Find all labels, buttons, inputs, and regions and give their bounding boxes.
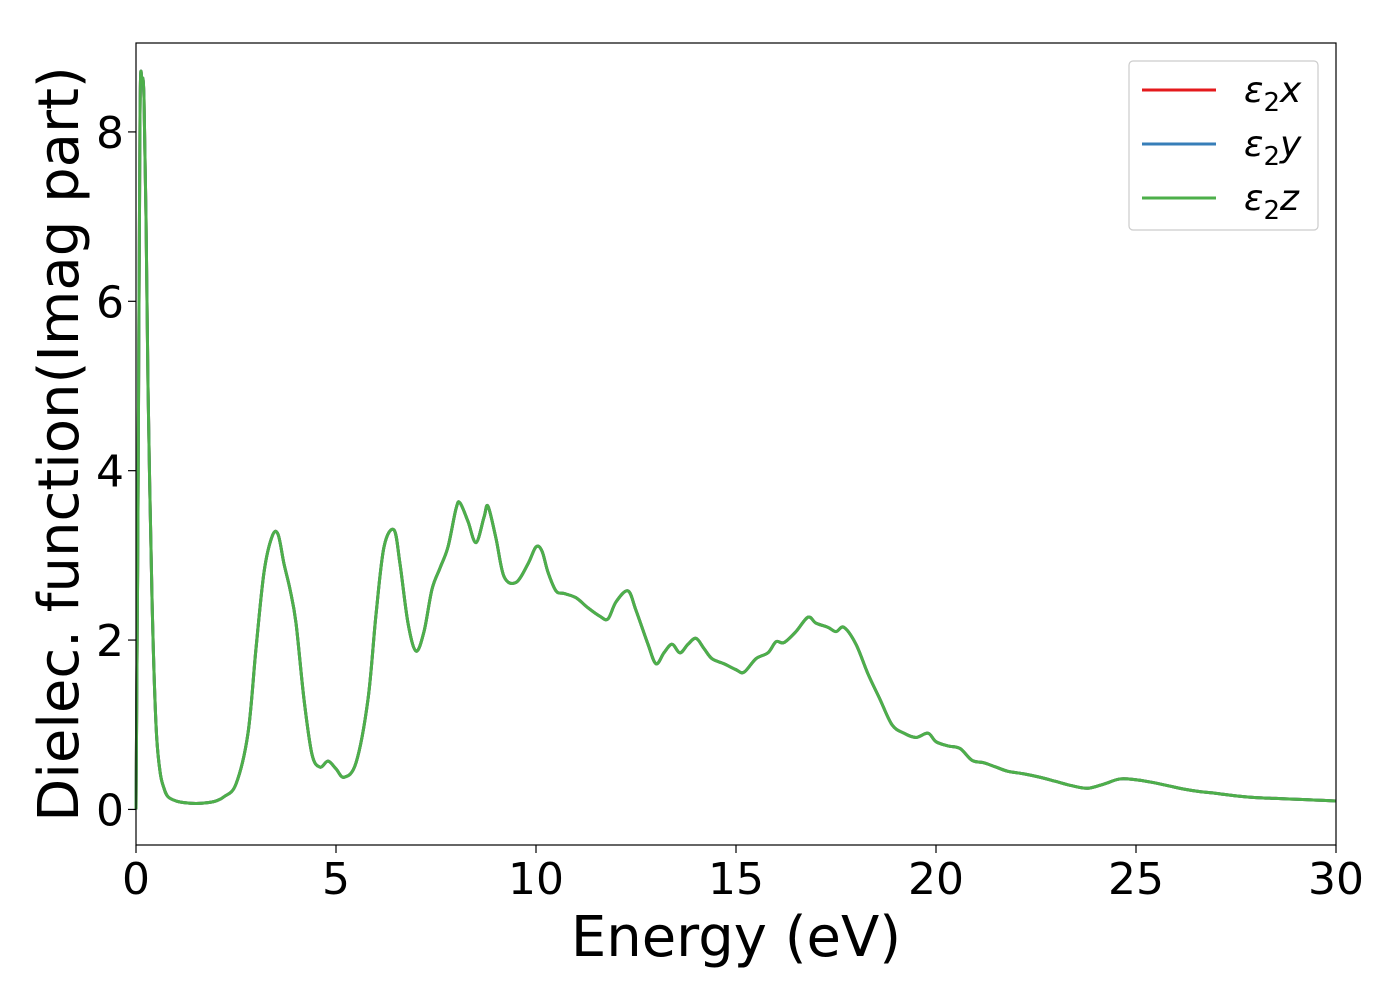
y-axis-label: Dielec. function(Imag part) — [27, 66, 92, 822]
legend-box — [1128, 60, 1319, 231]
y-axis: 0 2 4 6 8 — [96, 108, 136, 836]
series-layer — [134, 69, 1337, 810]
series-line-3 — [134, 69, 1337, 810]
legend-label-3: ε2z — [1244, 178, 1300, 226]
x-tick-label: 15 — [708, 854, 764, 905]
x-axis: 0 5 10 15 20 25 30 — [122, 845, 1364, 905]
x-tick-label: 0 — [122, 854, 150, 905]
x-tick-label: 25 — [1108, 854, 1164, 905]
x-tick-label: 20 — [908, 854, 964, 905]
x-tick-label: 10 — [508, 854, 564, 905]
y-tick-label: 0 — [96, 785, 124, 836]
y-tick-label: 6 — [96, 277, 124, 328]
x-tick-label: 5 — [322, 854, 350, 905]
legend: ε2x ε2y ε2z — [1128, 60, 1319, 231]
x-tick-label: 30 — [1308, 854, 1364, 905]
y-tick-label: 4 — [96, 447, 124, 498]
y-tick-label: 8 — [96, 108, 124, 159]
legend-label-1: ε2x — [1244, 70, 1302, 118]
legend-label-2: ε2y — [1244, 124, 1302, 172]
y-tick-label: 2 — [96, 616, 124, 667]
x-axis-label: Energy (eV) — [571, 905, 901, 970]
